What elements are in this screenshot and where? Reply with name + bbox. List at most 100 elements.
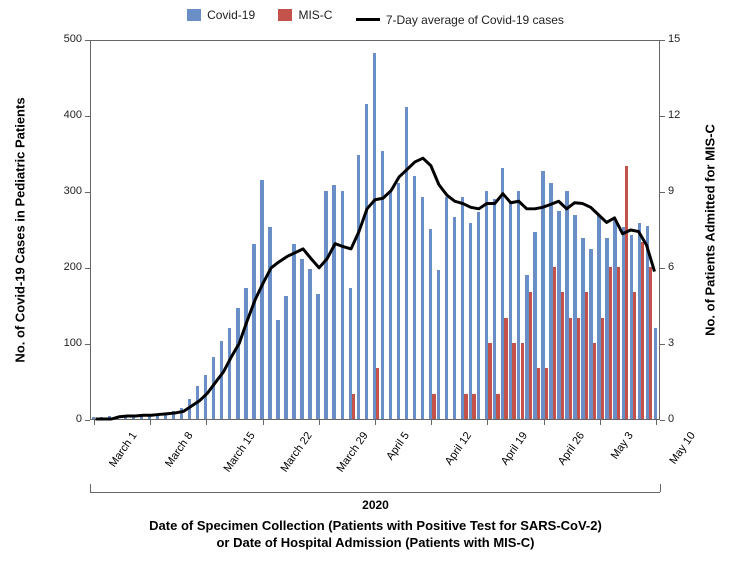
bar-covid	[461, 197, 464, 419]
x-tick-label: March 1	[107, 430, 140, 469]
bar-covid	[292, 244, 295, 419]
y-left-tick-label: 500	[50, 33, 82, 45]
bar-covid	[437, 270, 440, 419]
x-tick-mark	[150, 420, 151, 425]
bar-covid	[308, 269, 311, 419]
bar-covid	[108, 416, 111, 419]
bar-misc	[472, 394, 475, 419]
bar-covid	[196, 386, 199, 419]
y-left-tick-label: 300	[50, 185, 82, 197]
y-left-tick-mark	[85, 268, 90, 269]
bar-misc	[504, 318, 507, 419]
bar-covid	[148, 415, 151, 419]
legend-item-misc: MIS-C	[278, 8, 332, 22]
bar-covid	[236, 308, 239, 419]
x-tick-mark	[544, 420, 545, 425]
bar-covid	[204, 375, 207, 419]
bar-misc	[577, 318, 580, 419]
x-tick-mark	[94, 420, 95, 425]
x-tick-label: April 26	[555, 430, 586, 467]
y-right-tick-mark	[660, 116, 665, 117]
bar-misc	[512, 343, 515, 419]
bar-covid	[445, 197, 448, 419]
y-left-tick-mark	[85, 420, 90, 421]
y-left-tick-label: 0	[50, 413, 82, 425]
legend-line-avg	[356, 18, 380, 21]
bar-misc	[609, 267, 612, 419]
x-tick-label: May 3	[609, 430, 636, 461]
y-right-tick-mark	[660, 40, 665, 41]
y-right-tick-label: 9	[668, 185, 674, 197]
bar-covid	[413, 176, 416, 419]
x-tick-label: April 5	[384, 430, 412, 462]
bar-misc	[649, 267, 652, 419]
bar-covid	[389, 191, 392, 419]
legend-swatch-misc	[278, 9, 292, 21]
bar-covid	[300, 259, 303, 419]
x-tick-mark	[375, 420, 376, 425]
bar-covid	[116, 416, 119, 419]
bar-covid	[316, 294, 319, 419]
bar-covid	[92, 417, 95, 419]
bar-covid	[373, 53, 376, 419]
bar-misc	[352, 394, 355, 419]
bar-misc	[633, 292, 636, 419]
bar-misc	[529, 292, 532, 419]
y-right-tick-label: 6	[668, 261, 674, 273]
x-axis-title-line2: or Date of Hospital Admission (Patients …	[216, 535, 534, 550]
y-left-tick-label: 100	[50, 337, 82, 349]
y-right-tick-mark	[660, 268, 665, 269]
bar-misc	[545, 368, 548, 419]
year-bracket-end	[90, 484, 91, 492]
bar-covid	[405, 107, 408, 419]
x-tick-label: May 10	[667, 430, 698, 466]
x-axis-year-label: 2020	[0, 498, 751, 512]
y-right-tick-label: 12	[668, 109, 680, 121]
bar-covid	[493, 199, 496, 419]
bar-covid	[172, 411, 175, 419]
bar-covid	[429, 229, 432, 419]
bar-misc	[569, 318, 572, 419]
bar-misc	[585, 292, 588, 419]
bar-misc	[521, 343, 524, 419]
bar-misc	[617, 267, 620, 419]
bar-covid	[421, 197, 424, 419]
legend-item-covid: Covid-19	[187, 8, 255, 22]
bar-covid	[324, 191, 327, 419]
y-right-tick-label: 0	[668, 413, 674, 425]
bar-covid	[260, 180, 263, 419]
x-tick-mark	[263, 420, 264, 425]
bar-covid	[180, 408, 183, 419]
y-left-tick-mark	[85, 192, 90, 193]
bar-misc	[496, 394, 499, 419]
x-tick-mark	[431, 420, 432, 425]
bar-covid	[477, 212, 480, 419]
year-bracket	[90, 492, 660, 493]
x-tick-label: March 29	[334, 430, 370, 474]
bar-misc	[641, 242, 644, 419]
plot-area	[90, 40, 660, 420]
legend-item-avg: 7-Day average of Covid-19 cases	[356, 13, 564, 27]
legend-label-avg: 7-Day average of Covid-19 cases	[386, 13, 564, 27]
y-left-tick-mark	[85, 344, 90, 345]
bar-covid	[397, 183, 400, 419]
x-tick-mark	[487, 420, 488, 425]
x-tick-label: April 19	[499, 430, 530, 467]
bar-covid	[654, 328, 657, 419]
y-axis-label-right: No. of Patients Admitted for MIS-C	[703, 124, 718, 336]
legend-label-covid: Covid-19	[207, 8, 255, 22]
y-left-tick-mark	[85, 116, 90, 117]
legend-swatch-covid	[187, 9, 201, 21]
bar-misc	[561, 292, 564, 419]
x-tick-label: March 15	[222, 430, 258, 474]
y-left-tick-label: 400	[50, 109, 82, 121]
chart-container: Covid-19 MIS-C 7-Day average of Covid-19…	[0, 0, 751, 587]
x-axis-title-line1: Date of Specimen Collection (Patients wi…	[149, 518, 602, 533]
bar-misc	[376, 368, 379, 419]
bar-misc	[625, 166, 628, 419]
bar-misc	[432, 394, 435, 419]
bar-misc	[593, 343, 596, 419]
legend-label-misc: MIS-C	[298, 8, 332, 22]
bar-covid	[124, 415, 127, 419]
y-right-tick-mark	[660, 344, 665, 345]
